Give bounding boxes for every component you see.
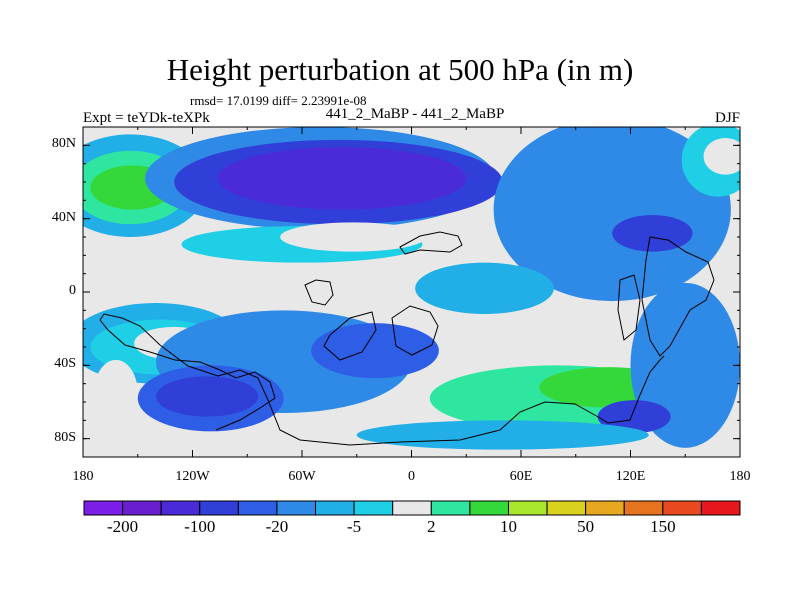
coastline-asia-east [641, 236, 715, 357]
colorbar-box-0 [83, 500, 124, 516]
lon-label-5: 120E [615, 469, 646, 484]
lon-label-0: 180 [72, 469, 94, 484]
coastline-australia [617, 274, 641, 341]
colorbar-box-6 [315, 500, 355, 516]
contour-region-5 [218, 147, 467, 210]
contour-region-25 [311, 323, 439, 379]
lon-label-3: 0 [408, 469, 415, 484]
lat-label-1: 40N [51, 209, 76, 225]
contour-region-7 [280, 222, 427, 252]
coastline-africa [399, 231, 463, 255]
axis-ticks [82, 126, 741, 458]
lon-label-2: 60W [288, 469, 316, 484]
comparison-label: 441_2_MaBP - 441_2_MaBP [325, 106, 505, 122]
colorbar-box-1 [122, 500, 162, 516]
colorbar-boxes [83, 500, 741, 516]
colorbar-box-14 [623, 500, 664, 516]
lon-label-6: 180 [729, 469, 751, 484]
colorbar-box-15 [662, 500, 702, 516]
contour-region-11 [703, 138, 740, 175]
colorbar-box-4 [237, 500, 278, 516]
contour-fill-layer [83, 127, 740, 450]
coastline-patagonia [323, 311, 377, 361]
colorbar-label-7: 150 [650, 517, 676, 536]
lat-label-0: 80N [51, 136, 76, 152]
contour-region-24 [356, 420, 649, 450]
contour-region-8 [493, 127, 731, 302]
colorbar-box-12 [546, 500, 587, 516]
colorbar-label-5: 10 [499, 517, 517, 536]
contour-region-19 [93, 359, 138, 426]
lon-label-4: 60E [509, 469, 533, 484]
colorbar-box-11 [507, 500, 548, 516]
coastline-antarctica [99, 313, 665, 446]
colorbar-box-3 [199, 500, 239, 516]
colorbar-box-9 [430, 500, 471, 516]
contour-region-18 [156, 376, 259, 417]
plot-title: Height perturbation at 500 hPa (in m) [166, 52, 634, 87]
lat-label-4: 80S [54, 429, 76, 445]
colorbar-label-3: -5 [347, 517, 362, 536]
lat-label-3: 40S [54, 356, 76, 372]
experiment-label: Expt = teYDk-teXPk [83, 110, 210, 126]
colorbar-box-5 [276, 500, 317, 516]
colorbar-box-16 [700, 500, 741, 516]
lat-label-2: 0 [69, 283, 76, 298]
contour-region-23 [597, 400, 671, 434]
colorbar-box-10 [469, 500, 509, 516]
contour-region-12 [415, 262, 554, 315]
colorbar-label-1: -100 [184, 517, 216, 536]
colorbar-box-13 [585, 500, 625, 516]
colorbar-label-6: 50 [577, 517, 595, 536]
lon-label-1: 120W [175, 469, 210, 484]
colorbar-label-4: 2 [427, 517, 436, 536]
colorbar-label-2: -20 [265, 517, 289, 536]
coastline-south-america [304, 279, 334, 306]
season-label: DJF [714, 110, 740, 126]
colorbar-box-7 [353, 500, 394, 516]
statistics-label: rmsd= 17.0199 diff= 2.23991e-08 [190, 93, 367, 108]
colorbar-box-2 [160, 500, 201, 516]
colorbar-label-0: -200 [106, 517, 139, 536]
coastline-layer [99, 231, 715, 446]
coastline-africa-south [391, 305, 439, 356]
colorbar-box-8 [392, 500, 432, 516]
